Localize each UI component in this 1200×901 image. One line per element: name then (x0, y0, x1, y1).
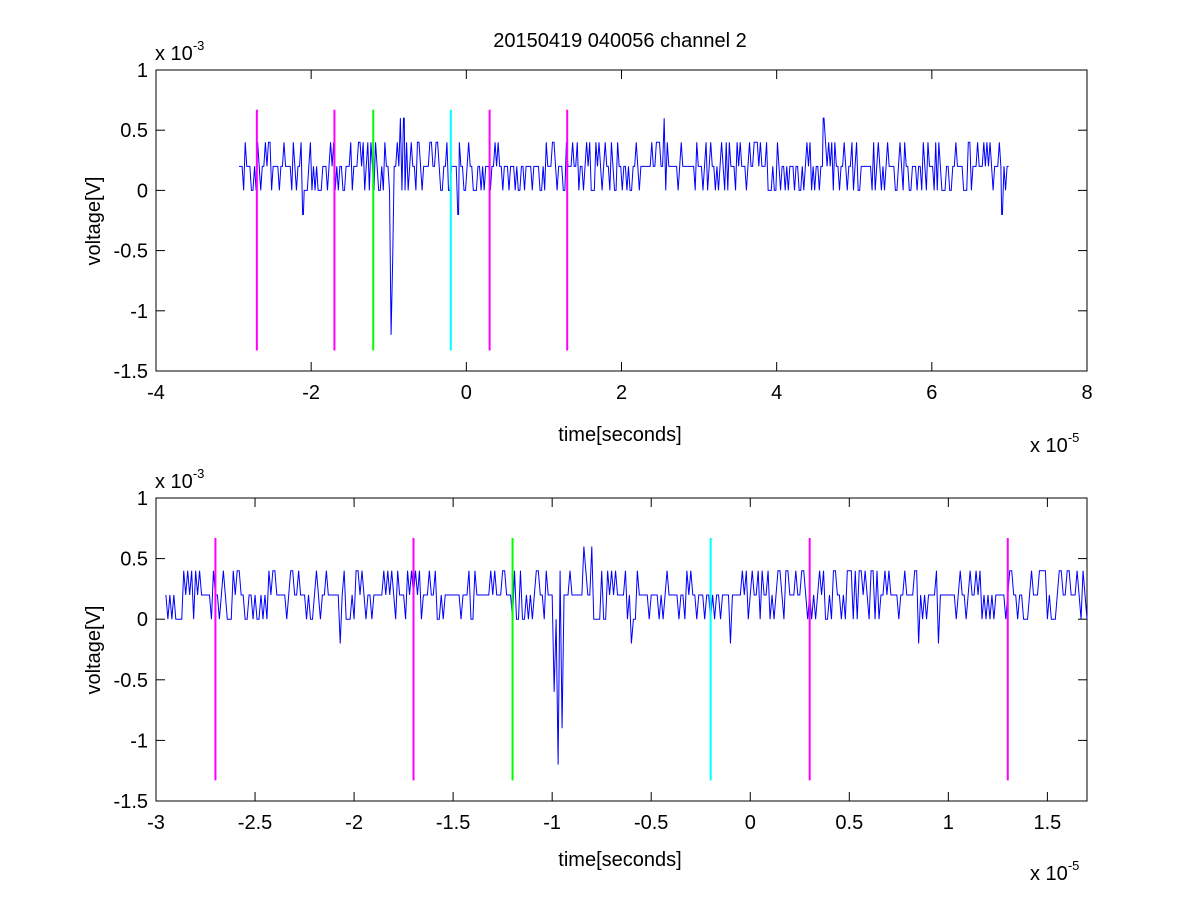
top-x-tick-label: 8 (1081, 382, 1092, 404)
bottom-y-tick-label: 0.5 (120, 549, 148, 571)
top-x-tick-label: 0 (461, 382, 472, 404)
top-x-exponent-base: x 10 (1030, 435, 1068, 457)
bottom-x-exponent: x 10-5 (1030, 858, 1079, 885)
bottom-tick-layer: -3 -2.5 -2 -1.5 -1 -0.5 0 0.5 1 1.5 -1.5 -1 -0.5 0 0.5… (114, 488, 1087, 834)
top-y-tick-label: 0.5 (120, 120, 148, 142)
bottom-marker-layer (214, 537, 1009, 781)
bottom-y-exponent-power: -3 (193, 466, 205, 481)
top-y-exponent: x 10-3 (155, 38, 204, 65)
bottom-x-tick-label: -0.5 (634, 812, 668, 834)
top-x-exponent: x 10-5 (1030, 430, 1079, 457)
top-x-exponent-power: -5 (1068, 430, 1080, 445)
top-x-tick-label: 4 (771, 382, 782, 404)
top-signal-layer (239, 117, 1009, 335)
bottom-x-tick-label: -1.5 (436, 812, 470, 834)
top-x-tick-label: -4 (147, 382, 165, 404)
bottom-x-tick-label: 0.5 (835, 812, 863, 834)
top-y-tick-label: -0.5 (114, 241, 148, 263)
bottom-x-tick-label: 1.5 (1033, 812, 1061, 834)
bottom-signal-line (165, 546, 1088, 765)
bottom-x-tick-label: 1 (943, 812, 954, 834)
bottom-xlabel: time[seconds] (558, 849, 681, 871)
bottom-x-tick-label: -2 (345, 812, 363, 834)
bottom-x-tick-label: -2.5 (238, 812, 272, 834)
top-y-tick-label: 0 (137, 180, 148, 202)
bottom-y-tick-label: -1 (130, 730, 148, 752)
bottom-x-tick-label: -1 (543, 812, 561, 834)
top-y-tick-label: -1.5 (114, 361, 148, 383)
bottom-x-tick-label: 0 (745, 812, 756, 834)
bottom-y-exponent: x 10-3 (155, 466, 204, 493)
bottom-signal-layer (165, 546, 1088, 765)
top-xlabel: time[seconds] (558, 424, 681, 446)
bottom-axes-box (155, 497, 1088, 802)
top-axes: -4 -2 0 2 4 6 8 -1.5 -1 -0.5 0 0.5 1 time[seconds] v… (83, 38, 1093, 457)
bottom-x-exponent-base: x 10 (1030, 863, 1068, 885)
bottom-y-tick-label: 1 (137, 488, 148, 510)
bottom-y-tick-label: 0 (137, 609, 148, 631)
top-tick-layer: -4 -2 0 2 4 6 8 -1.5 -1 -0.5 0 0.5 1 (114, 60, 1093, 404)
top-ylabel: voltage[V] (83, 177, 105, 266)
top-y-exponent-power: -3 (193, 38, 205, 53)
bottom-ylabel: voltage[V] (83, 606, 105, 695)
bottom-y-exponent-base: x 10 (155, 471, 193, 493)
top-y-tick-label: -1 (130, 301, 148, 323)
figure-title: 20150419 040056 channel 2 (493, 30, 747, 52)
bottom-x-exponent-power: -5 (1068, 858, 1080, 873)
top-x-tick-label: 2 (616, 382, 627, 404)
top-signal-line (239, 117, 1009, 335)
bottom-x-tick-label: -3 (147, 812, 165, 834)
top-y-exponent-base: x 10 (155, 43, 193, 65)
bottom-y-tick-label: -0.5 (114, 670, 148, 692)
bottom-y-tick-label: -1.5 (114, 791, 148, 813)
bottom-axes: -3 -2.5 -2 -1.5 -1 -0.5 0 0.5 1 1.5 -1.5 -1 -0.5 0 0.5… (83, 466, 1088, 885)
top-x-tick-label: 6 (926, 382, 937, 404)
top-x-tick-label: -2 (302, 382, 320, 404)
top-y-tick-label: 1 (137, 60, 148, 82)
top-marker-layer (255, 109, 569, 351)
